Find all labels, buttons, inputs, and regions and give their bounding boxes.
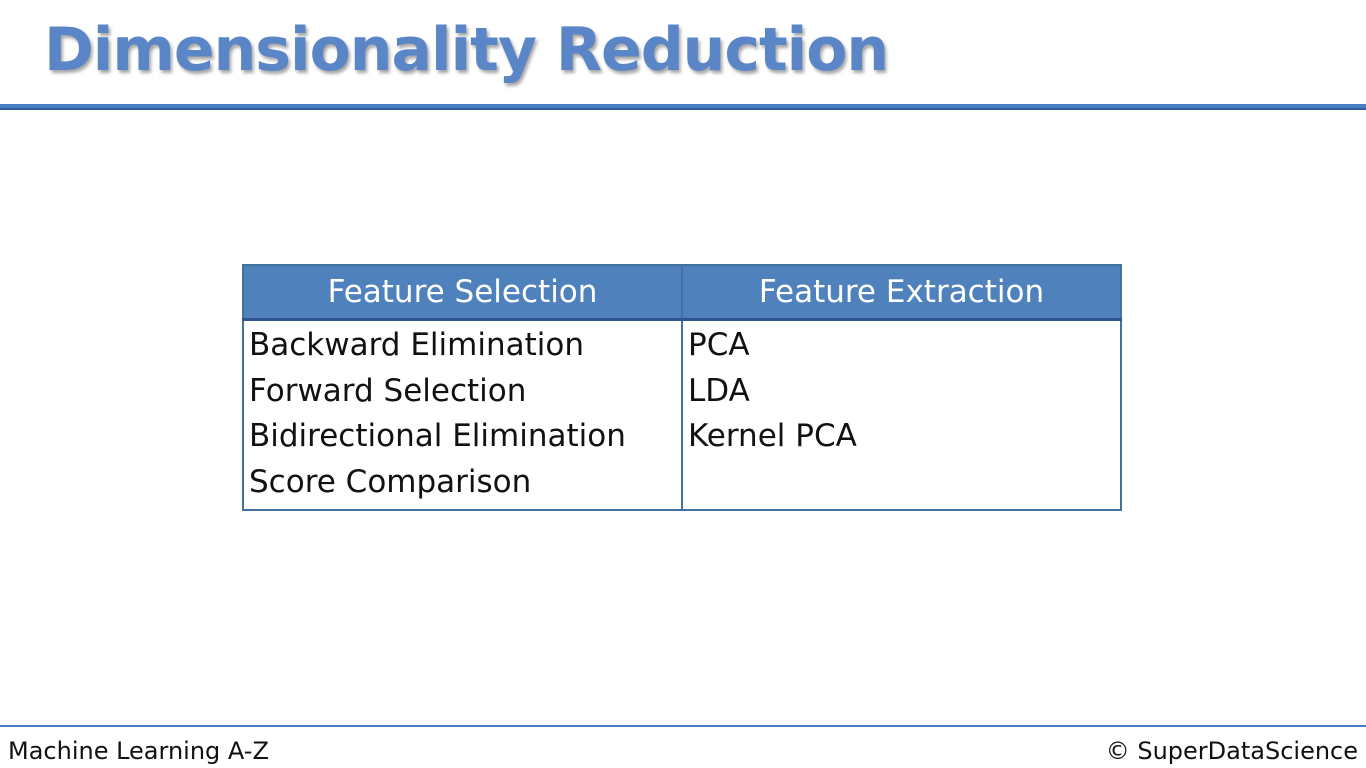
- list-item: Score Comparison: [249, 463, 532, 500]
- feature-selection-cell: Backward Elimination Forward Selection B…: [243, 320, 682, 511]
- table-row: Backward Elimination Forward Selection B…: [243, 319, 1121, 511]
- slide-title: Dimensionality Reduction: [44, 15, 889, 85]
- copyright-notice: © SuperDataScience: [1105, 737, 1358, 765]
- feature-extraction-cell: PCA LDA Kernel PCA: [681, 319, 1121, 510]
- list-item: Kernel PCA: [688, 418, 857, 454]
- feature-table-container: Feature Selection Feature Extraction Bac…: [242, 264, 1122, 511]
- list-item: PCA: [688, 327, 750, 363]
- header-feature-selection: Feature Selection: [243, 265, 682, 321]
- table-header-row: Feature Selection Feature Extraction: [243, 265, 1121, 321]
- list-item: Bidirectional Elimination: [249, 418, 626, 454]
- list-item: Forward Selection: [249, 372, 527, 409]
- footer-divider: [0, 725, 1366, 727]
- list-item: LDA: [688, 372, 750, 409]
- course-name: Machine Learning A-Z: [8, 737, 269, 765]
- list-item: Backward Elimination: [249, 327, 584, 363]
- title-divider: [0, 104, 1366, 110]
- header-feature-extraction: Feature Extraction: [681, 265, 1121, 321]
- feature-table: Feature Selection Feature Extraction Bac…: [242, 264, 1122, 511]
